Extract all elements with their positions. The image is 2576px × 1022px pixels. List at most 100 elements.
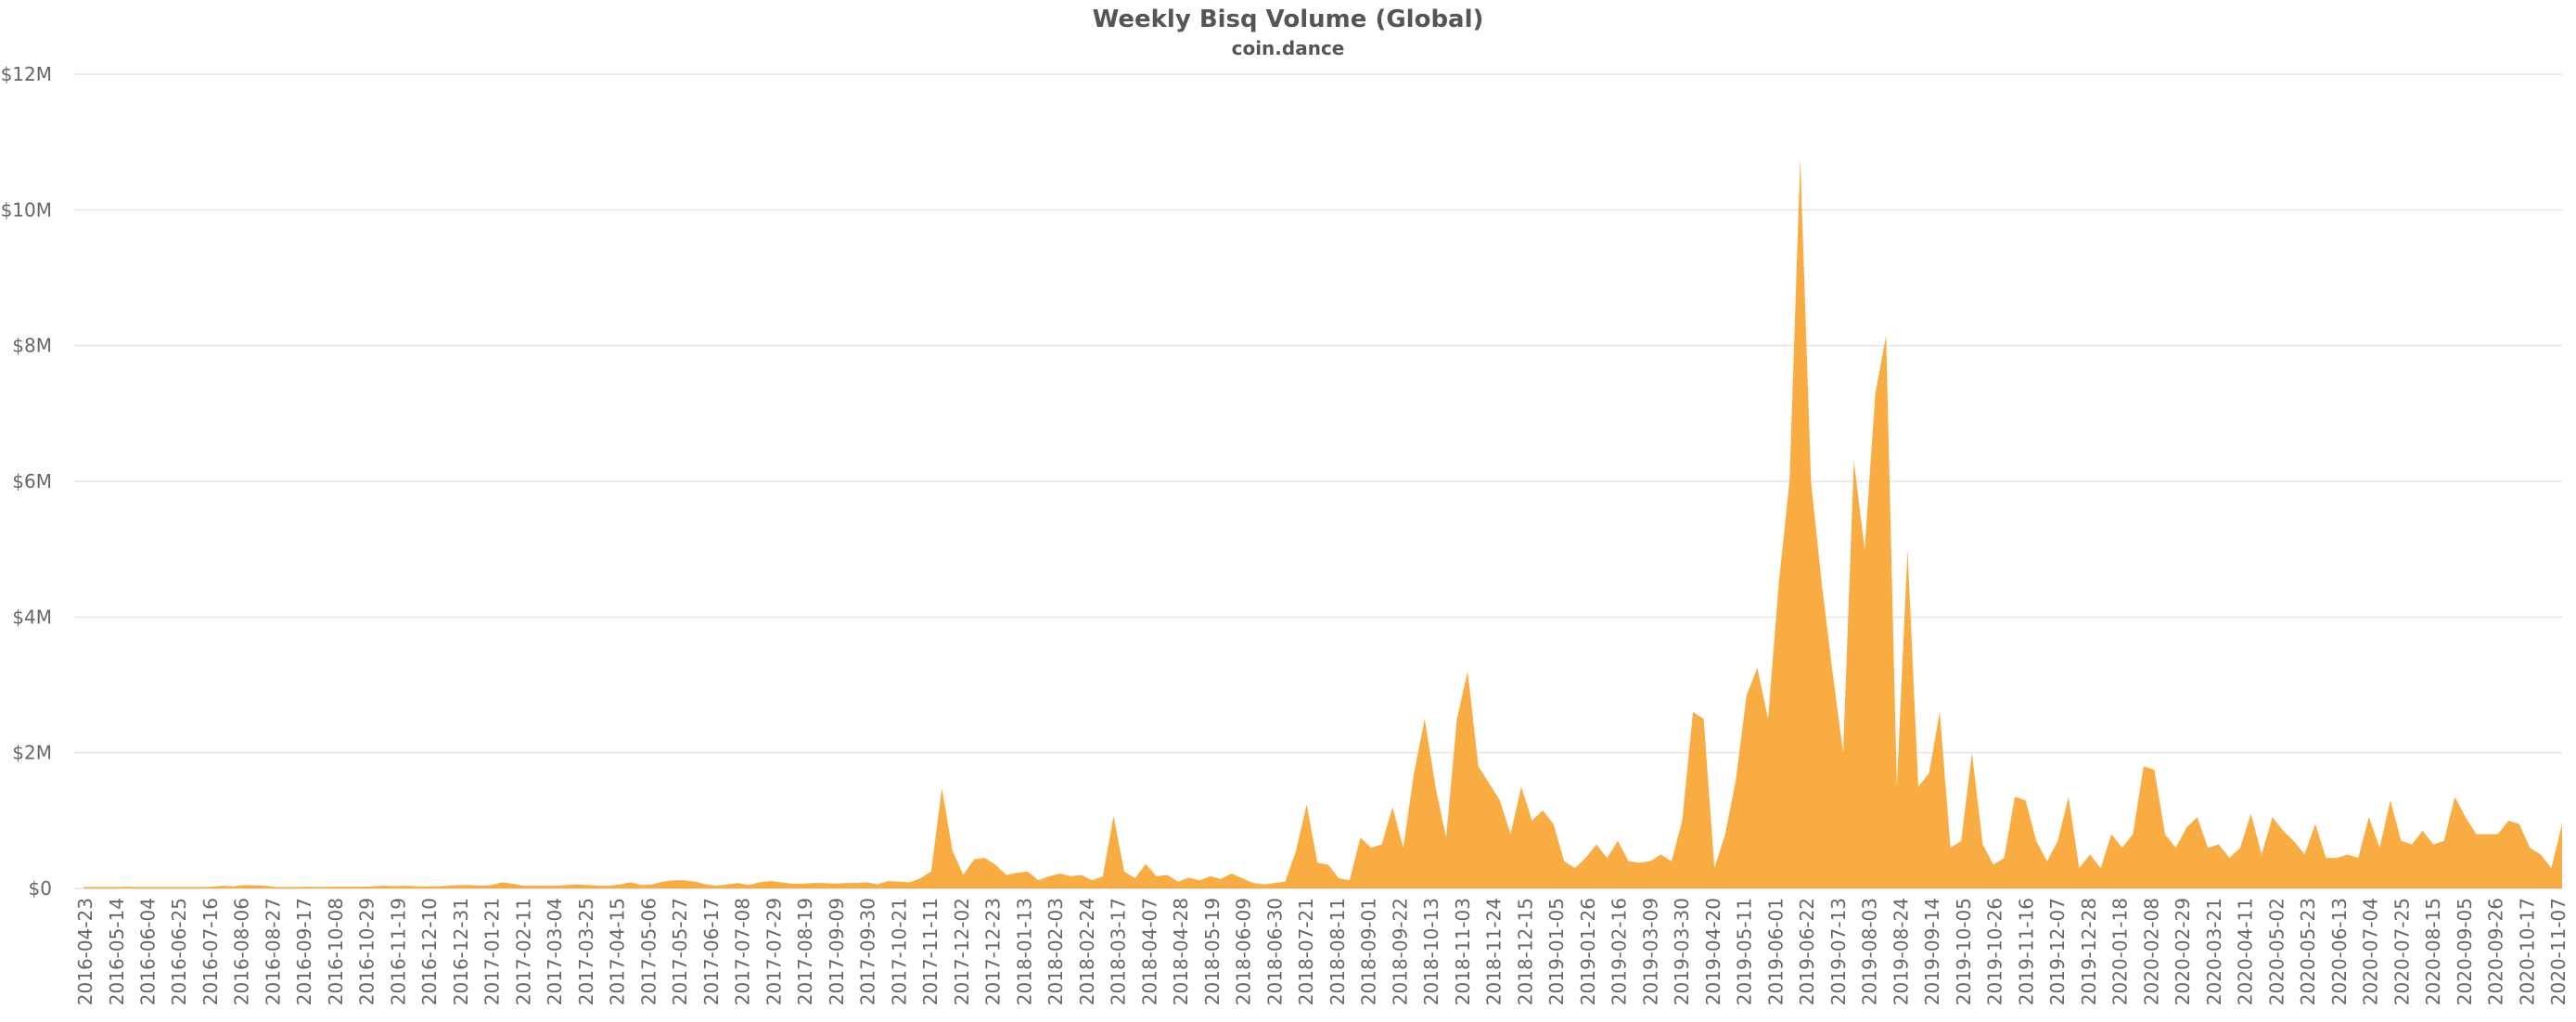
data-point xyxy=(1273,881,1276,885)
data-point xyxy=(1949,846,1953,850)
data-point xyxy=(457,883,461,887)
x-tick-label: 2018-11-24 xyxy=(1483,898,1506,1005)
data-point xyxy=(1938,710,1942,714)
data-point xyxy=(275,886,278,889)
data-point xyxy=(801,882,804,886)
data-point xyxy=(1036,878,1040,882)
data-point xyxy=(103,886,107,889)
data-point xyxy=(232,885,236,888)
grid-lines xyxy=(74,73,2562,889)
y-tick-label: $10M xyxy=(1,198,52,221)
x-tick-label: 2016-12-31 xyxy=(450,898,472,1005)
data-point xyxy=(737,881,740,885)
x-tick-label: 2018-09-01 xyxy=(1358,898,1380,1005)
data-point xyxy=(1681,819,1685,823)
data-point xyxy=(1702,717,1706,721)
data-point xyxy=(1583,856,1587,860)
data-point xyxy=(114,886,118,889)
data-point xyxy=(1916,785,1920,788)
data-point xyxy=(532,884,536,888)
x-tick-label: 2020-01-18 xyxy=(2109,898,2132,1005)
x-tick-label: 2018-06-30 xyxy=(1263,898,1286,1005)
x-tick-label: 2020-05-02 xyxy=(2265,898,2288,1005)
data-point xyxy=(1884,334,1888,338)
data-point xyxy=(1144,862,1147,866)
data-point xyxy=(887,879,891,883)
x-tick-label: 2018-08-11 xyxy=(1326,898,1349,1005)
chart-title: Weekly Bisq Volume (Global) xyxy=(1092,6,1484,33)
data-point xyxy=(1498,798,1502,802)
x-tick-label: 2016-11-19 xyxy=(387,898,409,1005)
data-point xyxy=(908,880,912,884)
data-point xyxy=(521,884,525,888)
data-point xyxy=(2034,839,2038,843)
data-point xyxy=(135,886,139,889)
data-point xyxy=(962,873,966,876)
data-point xyxy=(1755,666,1759,670)
data-point xyxy=(779,880,783,884)
x-tick-label: 2018-07-21 xyxy=(1295,898,1317,1005)
data-point xyxy=(446,884,450,888)
data-point xyxy=(2389,798,2392,802)
x-tick-label: 2018-01-13 xyxy=(1013,898,1035,1005)
y-tick-label: $8M xyxy=(12,335,52,357)
data-point xyxy=(565,883,569,887)
data-point xyxy=(2367,815,2371,819)
data-point xyxy=(1863,547,1866,551)
data-point xyxy=(1616,839,1620,843)
data-point xyxy=(586,883,590,887)
data-point xyxy=(1423,717,1427,721)
x-tick-label: 2018-02-03 xyxy=(1044,898,1067,1005)
x-tick-label: 2018-09-22 xyxy=(1389,898,1411,1005)
x-tick-label: 2017-07-08 xyxy=(732,898,754,1005)
data-point xyxy=(2099,866,2103,870)
data-point xyxy=(672,878,675,882)
x-tick-label: 2016-06-04 xyxy=(136,898,159,1005)
data-point xyxy=(2431,842,2435,846)
data-point xyxy=(307,885,311,888)
data-point xyxy=(1433,785,1437,788)
x-tick-label: 2019-07-13 xyxy=(1827,898,1850,1005)
data-point xyxy=(404,884,407,888)
x-tick-label: 2018-06-09 xyxy=(1233,898,1255,1005)
x-tick-label: 2017-02-11 xyxy=(512,898,534,1005)
x-tick-label: 2017-09-09 xyxy=(826,898,848,1005)
data-point xyxy=(1337,876,1340,880)
x-tick-label: 2019-06-22 xyxy=(1796,898,1818,1005)
x-tick-label: 2017-05-27 xyxy=(669,898,691,1005)
data-point xyxy=(1209,875,1212,878)
x-tick-label: 2016-05-14 xyxy=(106,898,128,1005)
data-point xyxy=(1552,822,1556,825)
data-point xyxy=(2560,822,2564,825)
x-tick-label: 2016-10-08 xyxy=(325,898,347,1005)
data-point xyxy=(554,884,557,888)
x-axis: 2016-04-23 2016-05-14 2016-06-04 2016-06-25… xyxy=(74,898,2570,1005)
x-tick-label: 2018-04-07 xyxy=(1138,898,1160,1005)
data-point xyxy=(2077,866,2081,870)
data-point xyxy=(178,886,182,889)
data-point xyxy=(758,880,762,884)
data-point xyxy=(1305,802,1309,806)
data-point xyxy=(1047,875,1051,878)
data-point xyxy=(1358,836,1362,839)
data-point xyxy=(843,881,847,885)
x-tick-label: 2019-05-11 xyxy=(1734,898,1756,1005)
data-point xyxy=(468,883,471,887)
data-point xyxy=(2399,839,2403,843)
data-point xyxy=(854,881,858,885)
data-point xyxy=(500,880,504,884)
data-point xyxy=(1122,870,1126,874)
data-point xyxy=(2206,846,2210,850)
data-point xyxy=(2217,842,2221,846)
data-point xyxy=(629,880,633,884)
x-tick-label: 2016-08-06 xyxy=(231,898,253,1005)
data-point xyxy=(317,886,321,889)
data-point xyxy=(725,883,729,887)
data-point xyxy=(2152,768,2156,772)
data-point xyxy=(865,880,868,884)
data-point xyxy=(2238,846,2242,850)
data-point xyxy=(1294,850,1298,853)
data-point xyxy=(1134,876,1137,880)
x-tick-label: 2020-09-26 xyxy=(2485,898,2507,1005)
x-tick-label: 2020-03-21 xyxy=(2203,898,2225,1005)
